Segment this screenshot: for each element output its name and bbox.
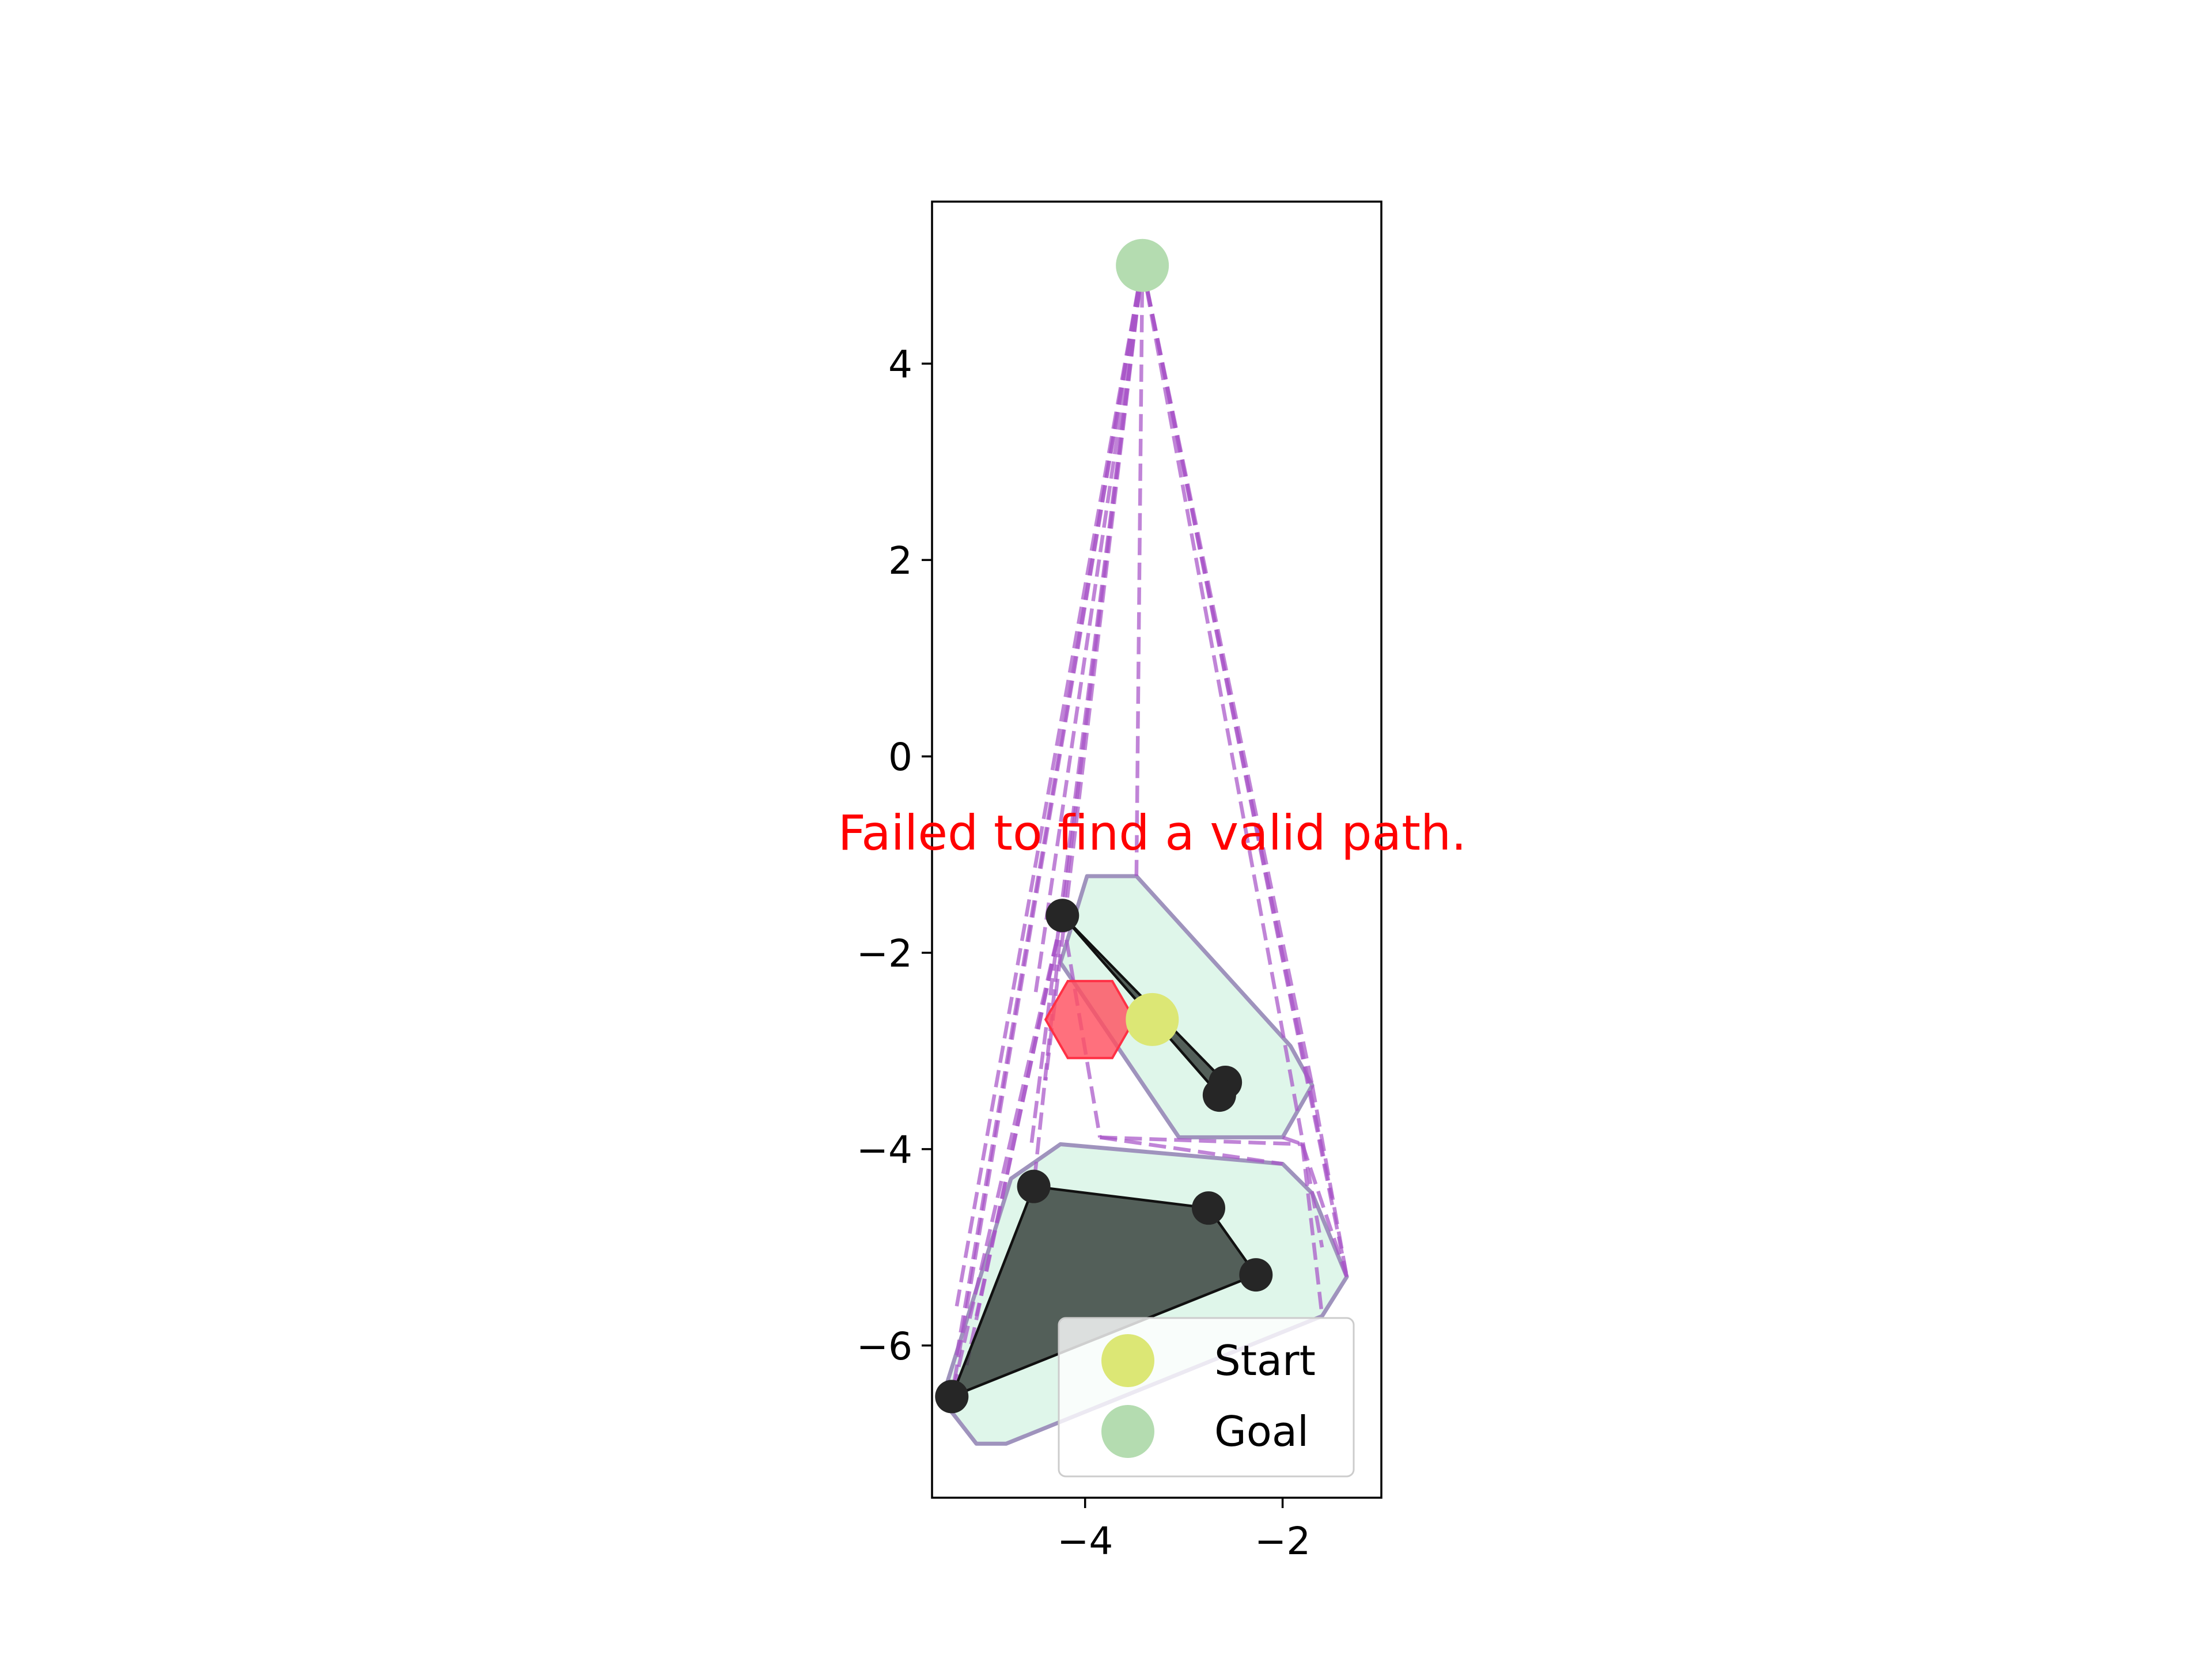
axis-ticks: −4 −2 4 2 0 −2 −4 −6	[857, 342, 1311, 1563]
y-tick-label-4: −4	[857, 1128, 912, 1172]
legend: Start Goal	[1058, 1317, 1355, 1478]
visibility-edge-16	[974, 915, 1065, 1317]
obstacle-0-vertex-2	[1202, 1078, 1236, 1112]
obstacle-1-vertex-0	[1017, 1169, 1051, 1203]
obstacle-1-vertex-1	[1192, 1191, 1225, 1225]
obstacle-1-vertex-2	[1239, 1258, 1273, 1292]
y-tick-label-5: −6	[857, 1324, 912, 1369]
visibility-edge-18	[1099, 1135, 1283, 1166]
visibility-edge-6	[955, 265, 1145, 1356]
obstacle-1-vertex-3	[935, 1380, 969, 1414]
visibility-edge-14	[1032, 915, 1065, 1187]
y-tick-label-0: 4	[888, 342, 912, 387]
legend-goal-marker	[1101, 1405, 1154, 1458]
axes-frame	[931, 200, 1382, 1499]
visibility-graph	[950, 265, 1349, 1397]
start-marker	[1126, 993, 1179, 1046]
x-tick-label-0: −4	[1057, 1519, 1113, 1563]
visibility-edge-17	[1100, 1135, 1302, 1146]
obstacles	[935, 899, 1273, 1414]
visibility-edge-11	[1140, 265, 1324, 1248]
robot-footprint	[1044, 980, 1136, 1059]
x-tick-label-1: −2	[1255, 1519, 1310, 1563]
goal-marker	[1116, 238, 1169, 292]
legend-goal-label: Goal	[1214, 1407, 1309, 1456]
y-tick-label-3: −2	[857, 931, 912, 976]
legend-start-marker	[1101, 1334, 1154, 1387]
y-tick-label-2: 0	[888, 735, 912, 779]
legend-start-label: Start	[1214, 1336, 1316, 1385]
visibility-edge-22	[1300, 1143, 1324, 1317]
markers	[1044, 238, 1179, 1059]
visibility-edge-19	[1282, 1135, 1303, 1146]
visibility-edge-20	[1310, 1085, 1349, 1278]
annotation-failed-path: Failed to find a valid path.	[838, 805, 1467, 861]
y-tick-label-1: 2	[888, 539, 912, 583]
visibility-edge-7	[1134, 265, 1145, 877]
obstacle-0-vertex-0	[1046, 899, 1080, 933]
